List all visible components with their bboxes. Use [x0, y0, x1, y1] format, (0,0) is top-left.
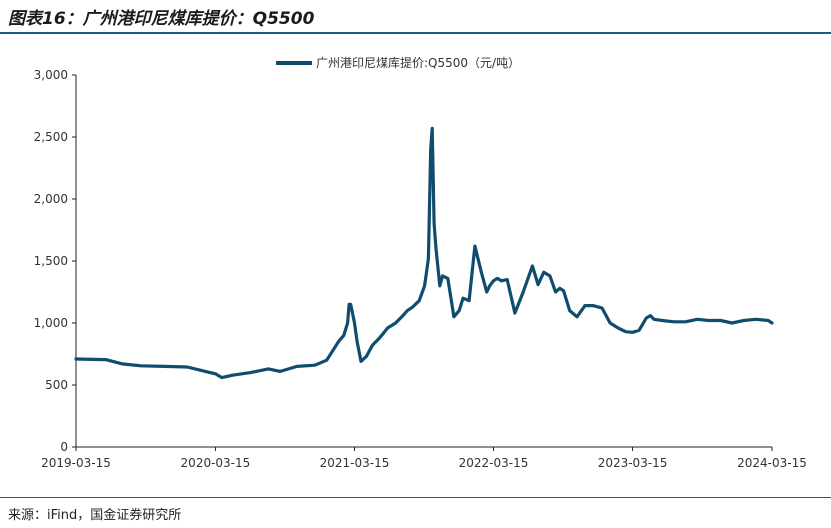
y-tick-label: 2,000	[34, 192, 68, 206]
y-tick-label: 1,500	[34, 254, 68, 268]
x-tick-label: 2023-03-15	[598, 456, 668, 470]
x-tick-label: 2020-03-15	[181, 456, 251, 470]
legend-label: 广州港印尼煤库提价:Q5500（元/吨）	[316, 55, 520, 70]
y-tick-label: 0	[60, 440, 68, 454]
y-tick-label: 500	[45, 378, 68, 392]
x-tick-label: 2019-03-15	[41, 456, 111, 470]
chart-title: 图表16：广州港印尼煤库提价：Q5500	[8, 9, 315, 29]
x-tick-label: 2021-03-15	[320, 456, 390, 470]
y-tick-label: 3,000	[34, 68, 68, 82]
y-tick-label: 2,500	[34, 130, 68, 144]
x-tick-label: 2022-03-15	[459, 456, 529, 470]
y-tick-label: 1,000	[34, 316, 68, 330]
header-rule	[0, 32, 831, 34]
series-line	[74, 126, 774, 380]
legend: 广州港印尼煤库提价:Q5500（元/吨）	[276, 55, 520, 70]
y-tick-group: 0 500 1,000 1,500 2,000 2,500 3,000	[34, 68, 76, 454]
x-tick-label: 2024-03-15	[737, 456, 807, 470]
source-note: 来源：iFind，国金证券研究所	[8, 508, 182, 523]
x-tick-group: 2019-03-15 2020-03-15 2021-03-15 2022-03-15…	[41, 447, 807, 470]
footer-rule	[0, 497, 831, 498]
